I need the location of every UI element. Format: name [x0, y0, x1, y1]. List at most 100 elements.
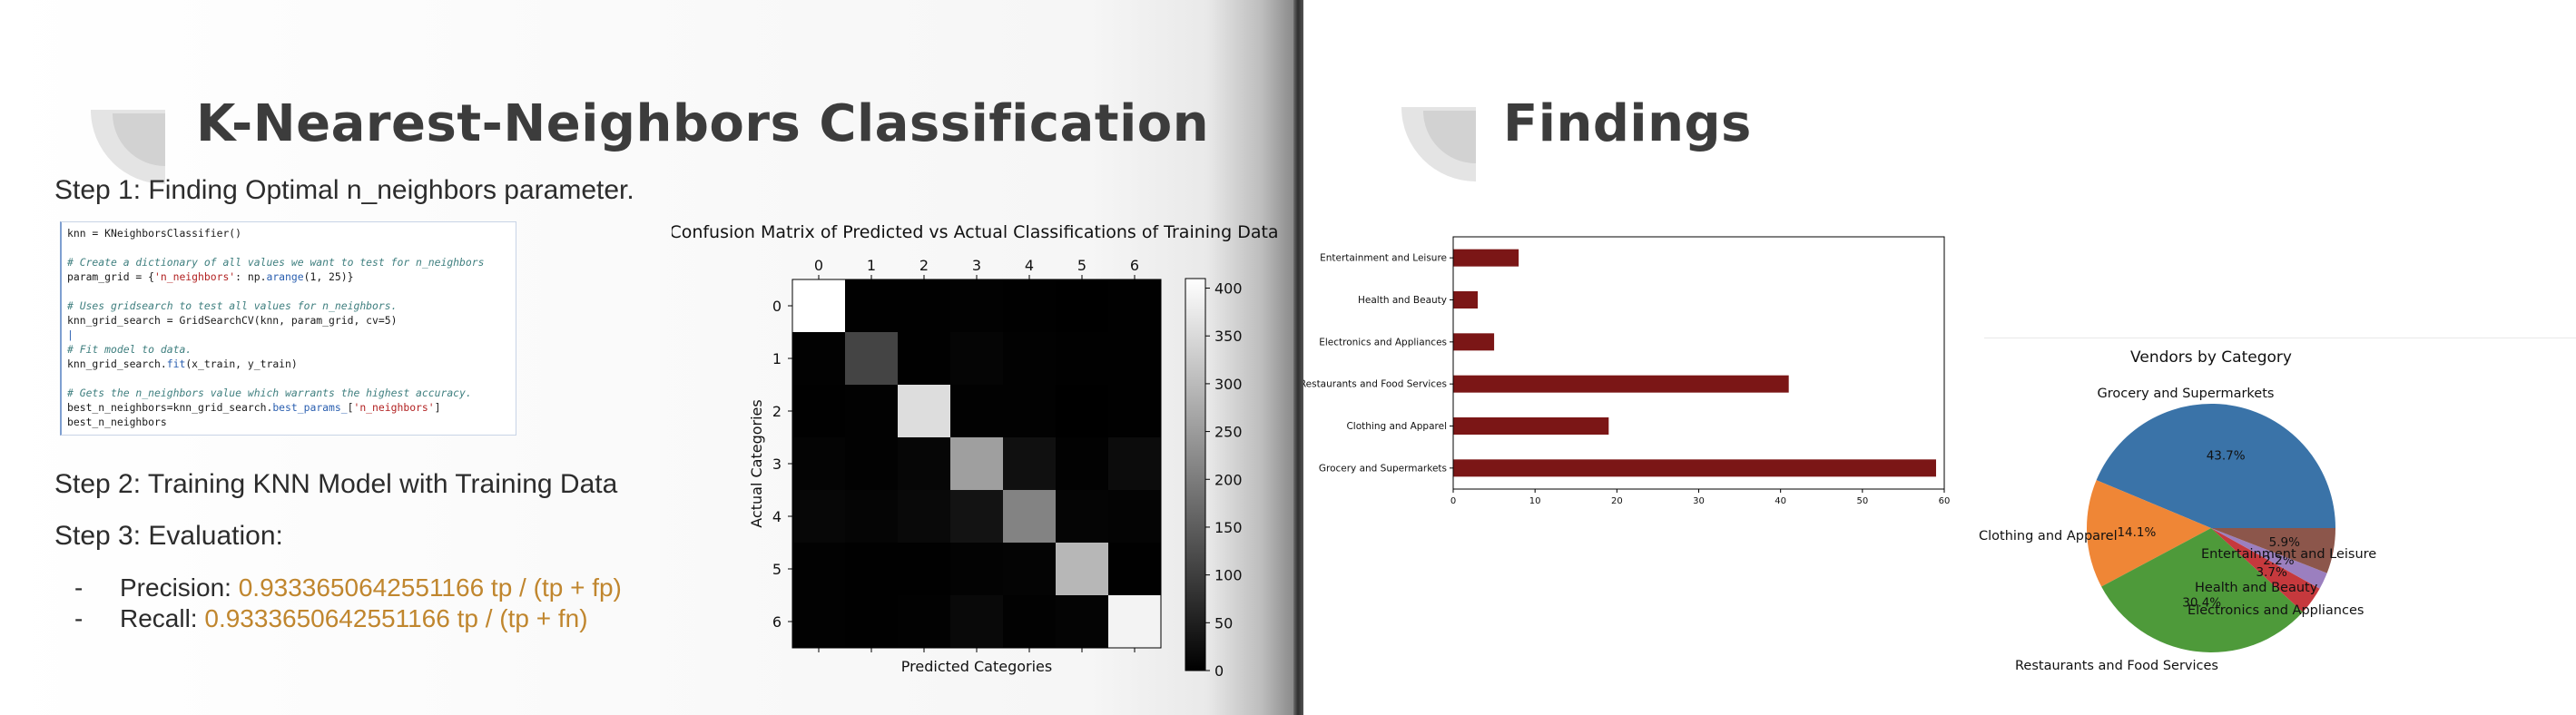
heatmap-cell: [898, 490, 951, 544]
code-line: # Gets the n_neighbors value which warra…: [67, 386, 516, 400]
heatmap-cell: [1003, 543, 1057, 596]
heatmap-cell: [1056, 385, 1109, 438]
pie-slice: [2211, 528, 2335, 573]
y-tick-label: 5: [772, 561, 782, 578]
code-line: knn_grid_search = GridSearchCV(knn, para…: [67, 313, 516, 328]
heatmap-cell: [1003, 332, 1057, 386]
heatmap-cell: [845, 437, 899, 491]
x-tick-label: 40: [1775, 496, 1786, 506]
y-tick-label: 1: [772, 350, 782, 367]
colorbar: [1185, 278, 1206, 671]
pie-slice: [2096, 404, 2335, 528]
heatmap-cell: [792, 279, 846, 333]
colorbar-tick-label: 350: [1214, 328, 1243, 345]
heatmap-cell: [792, 332, 846, 386]
heatmap-cell: [1056, 595, 1109, 649]
x-tick-label: 10: [1529, 496, 1541, 506]
code-line: |: [67, 328, 516, 342]
code-token: # Fit model to data.: [67, 343, 192, 356]
code-token: knn_grid_search.: [67, 358, 167, 370]
colorbar-tick-label: 300: [1214, 376, 1243, 393]
code-token: : np.: [235, 270, 267, 283]
code-block: knn = KNeighborsClassifier() # Create a …: [60, 221, 516, 436]
x-tick-label: 6: [1130, 257, 1139, 274]
heatmap-cell: [950, 543, 1004, 596]
code-token: ]: [434, 401, 441, 414]
pie-category-label: Clothing and Apparel: [1979, 529, 2118, 544]
precision-label: Precision:: [120, 573, 239, 602]
pie-pct-label: 3.7%: [2256, 565, 2286, 580]
heatmap-cell: [792, 543, 846, 596]
heatmap-cell: [1003, 437, 1057, 491]
heatmap-cell: [898, 385, 951, 438]
heatmap-cell: [845, 385, 899, 438]
pie-category-label: Entertainment and Leisure: [2201, 547, 2376, 562]
code-line: # Uses gridsearch to test all values for…: [67, 299, 516, 313]
code-token: param_grid = {: [67, 270, 155, 283]
page-title: K-Nearest-Neighbors Classification: [196, 94, 1210, 153]
code-line: param_grid = {'n_neighbors': np.arange(1…: [67, 269, 516, 284]
heatmap-cell: [1056, 332, 1109, 386]
category-label: Entertainment and Leisure: [1320, 253, 1447, 264]
slide-findings: Findings Entertainment and Leisure Health…: [1303, 0, 2576, 715]
colorbar-tick-label: 150: [1214, 519, 1243, 536]
code-line: best_n_neighbors: [67, 415, 516, 429]
chart-title: Confusion Matrix of Predicted vs Actual …: [672, 222, 1279, 242]
heatmap-cell: [898, 279, 951, 333]
heatmap-cell: [950, 332, 1004, 386]
y-tick-label: 0: [772, 298, 782, 315]
precision-value: 0.9333650642551166 tp / (tp + fp): [238, 573, 622, 602]
bar: [1453, 249, 1519, 267]
heatmap-cell: [1003, 385, 1057, 438]
recall-value: 0.9333650642551166 tp / (tp + fn): [204, 604, 588, 632]
heatmap-cell: [950, 385, 1004, 438]
x-tick-label: 60: [1939, 496, 1951, 506]
heatmap-cell: [898, 332, 951, 386]
x-tick-label: 4: [1025, 257, 1034, 274]
heatmap-cell: [845, 490, 899, 544]
code-token: |: [67, 328, 74, 341]
colorbar-tick-label: 250: [1214, 424, 1243, 441]
heatmap-cell: [1056, 490, 1109, 544]
step-3-heading: Step 3: Evaluation:: [54, 521, 283, 551]
colorbar-tick-label: 200: [1214, 471, 1243, 488]
code-token: fit: [166, 358, 186, 370]
code-line: [67, 371, 516, 386]
code-token: (x_train, y_train): [185, 358, 298, 370]
pie-pct-label: 30.4%: [2182, 596, 2221, 611]
recall-label: Recall:: [120, 604, 205, 632]
colorbar-tick-label: 400: [1214, 280, 1243, 298]
category-label: Clothing and Apparel: [1346, 421, 1447, 432]
code-token: knn_grid_search = GridSearchCV(knn, para…: [67, 314, 398, 327]
heatmap-cell: [1108, 543, 1162, 596]
chart-title: Vendors by Category: [2130, 348, 2292, 367]
x-tick-label: 5: [1077, 257, 1086, 274]
code-token: arange: [266, 270, 304, 283]
x-tick-label: 50: [1856, 496, 1868, 506]
heatmap-cell: [1003, 490, 1057, 544]
code-line: # Create a dictionary of all values we w…: [67, 255, 516, 269]
x-tick-label: 20: [1611, 496, 1623, 506]
step-2-heading: Step 2: Training KNN Model with Training…: [54, 469, 618, 499]
heatmap-cell: [950, 437, 1004, 491]
heatmap-cell: [1056, 437, 1109, 491]
y-tick-label: 6: [772, 613, 782, 631]
pie-slice: [2211, 528, 2320, 612]
x-tick-label: 3: [972, 257, 981, 274]
heatmap-cell: [792, 385, 846, 438]
code-line: [67, 240, 516, 255]
decorative-quarter-circle-icon: [1401, 107, 1476, 181]
plot-frame: [1452, 236, 1945, 490]
code-line: knn = KNeighborsClassifier(): [67, 226, 516, 240]
colorbar-tick-label: 50: [1214, 614, 1233, 632]
slide-knn: K-Nearest-Neighbors Classification Step …: [0, 0, 1293, 715]
category-label: Grocery and Supermarkets: [1319, 463, 1447, 474]
pie-pct-label: 43.7%: [2207, 448, 2246, 463]
heatmap-cell: [1056, 543, 1109, 596]
heatmap-cell: [1108, 490, 1162, 544]
code-token: 'n_neighbors': [154, 270, 236, 283]
y-tick-label: 4: [772, 508, 782, 525]
heatmap-cell: [1108, 595, 1162, 649]
x-tick-label: 2: [919, 257, 929, 274]
code-token: (1, 25)}: [303, 270, 354, 283]
